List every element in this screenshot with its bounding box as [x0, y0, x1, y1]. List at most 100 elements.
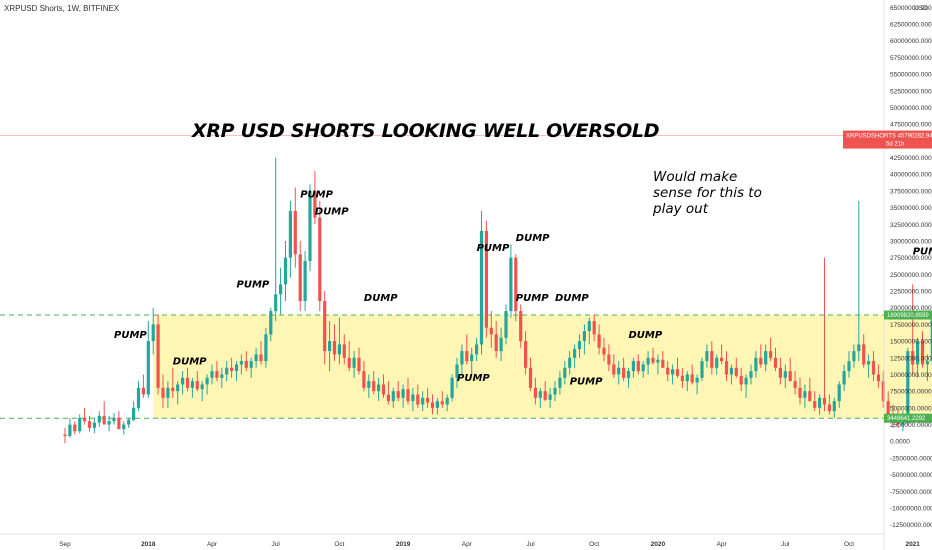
candle-body [685, 374, 689, 382]
candle-body [435, 401, 439, 408]
candle-body [680, 375, 684, 382]
candle-body [827, 404, 831, 412]
candle-body [759, 357, 763, 365]
support-resistance-lines [0, 135, 884, 419]
candle-body [666, 367, 670, 375]
candle-body [582, 331, 586, 342]
x-tick-label: Apr [207, 541, 218, 548]
candle-body [313, 190, 317, 218]
candle-body [710, 351, 714, 368]
candle-body [690, 374, 694, 383]
candle-body [818, 397, 822, 408]
annotation-label: PUMP [237, 280, 270, 291]
candle-body [646, 357, 650, 365]
candle-body [161, 387, 165, 398]
candle-body [455, 364, 459, 378]
candle-body [303, 260, 307, 302]
candle-body [906, 351, 910, 422]
y-tick-label: 7500000.0000 [890, 389, 932, 396]
candle-body [391, 391, 395, 402]
candle-body [641, 364, 645, 372]
candle-body [136, 387, 141, 408]
candle-body [720, 357, 724, 362]
candle-body [293, 210, 297, 255]
candle-body [558, 377, 562, 388]
candle-body [867, 361, 871, 365]
candle-body [73, 424, 77, 432]
candle-body [724, 361, 729, 375]
y-tick-label: -5000000.0000 [890, 472, 932, 479]
price-axis[interactable]: 65000000.0000 62500000.0000 60000000.0000 5… [883, 0, 932, 550]
candle-body [764, 351, 768, 365]
annotation-label: PUMP [114, 330, 147, 341]
candle-body [181, 377, 185, 385]
candle-body [749, 371, 753, 378]
candle-body [734, 367, 738, 376]
candle-body [406, 389, 410, 402]
candle-body [832, 401, 836, 412]
chart-symbol-label: XRPUSD Shorts, 1W, BITFINEX [4, 4, 120, 13]
candle-body [695, 377, 699, 383]
annotation-label: DUMP [173, 356, 207, 367]
candle-body [778, 367, 782, 378]
candle-body [504, 311, 508, 338]
candle-body [661, 359, 665, 368]
y-tick-label: 25000000.0000 [890, 272, 932, 279]
candle-body [675, 369, 680, 376]
candle-body [332, 341, 337, 355]
candle-body [881, 381, 885, 402]
annotation-label: PUMP [477, 243, 510, 254]
x-tick-label: 2019 [396, 541, 411, 548]
candle-body [87, 421, 92, 428]
candle-body [92, 422, 96, 428]
candle-body [347, 357, 351, 368]
candle-body [259, 354, 263, 362]
y-tick-label: 57500000.0000 [890, 55, 932, 62]
candle-body [671, 369, 675, 375]
candle-body [264, 334, 268, 362]
candle-body [225, 367, 229, 375]
candle-body [920, 341, 925, 365]
candle-body [524, 341, 528, 368]
candle-body [489, 327, 493, 335]
y-tick-label: 42500000.0000 [890, 155, 932, 162]
candle-body [377, 384, 381, 392]
candle-body [514, 257, 518, 312]
candle-body [156, 324, 160, 388]
level-price-tag [884, 413, 932, 423]
candle-body [798, 387, 802, 398]
candle-body [254, 354, 258, 362]
candle-body [739, 375, 743, 385]
y-tick-label: 47500000.0000 [890, 122, 932, 129]
time-axis[interactable]: Sep 2018 Apr Jul Oct 2019 Apr Jul Oct 2020 Apr Jul O… [0, 533, 932, 548]
x-tick-label: Oct [334, 541, 344, 548]
candle-body [200, 384, 204, 390]
candle-body [788, 371, 792, 382]
candle-body [430, 402, 435, 408]
candle-body [563, 367, 567, 378]
candle-body [210, 371, 214, 378]
candle-body [705, 351, 709, 362]
candle-body [352, 357, 356, 368]
candle-body [803, 391, 807, 398]
candle-body [337, 344, 341, 355]
candle-body [362, 371, 366, 388]
candle-body [171, 387, 175, 392]
annotation-label: PUMP [570, 376, 603, 387]
candle-body [813, 401, 817, 408]
candle-body [445, 397, 449, 405]
candle-body [146, 341, 150, 395]
y-tick-label: 32500000.0000 [890, 222, 932, 229]
candle-body [465, 351, 469, 362]
candle-body [151, 324, 155, 342]
candle-body [141, 387, 145, 395]
candle-body [195, 381, 199, 390]
x-tick-label: 2020 [651, 541, 666, 548]
candle-body [871, 361, 876, 375]
level-price-label: 18909820.8599 [887, 313, 929, 319]
candle-body [577, 341, 582, 350]
candle-body [68, 424, 72, 436]
candle-body [911, 351, 915, 365]
candle-body [533, 387, 537, 398]
